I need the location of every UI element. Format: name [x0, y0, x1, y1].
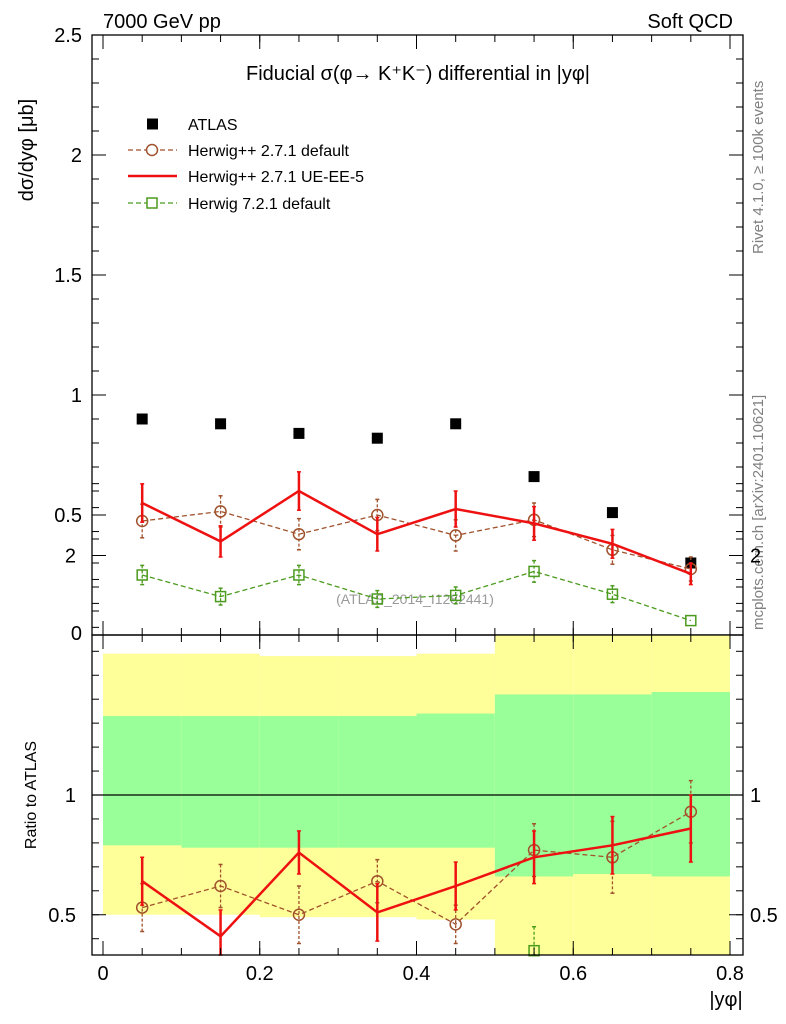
main-atlas-point [215, 418, 227, 430]
ratio-plot-bands [92, 635, 743, 955]
main-herwig-7-2-1-default-marker [214, 590, 227, 603]
ratio-herwig-7-2-1-default-marker [528, 944, 540, 957]
main-plot-axes: 0.5 1 1.5 2 2.5 0 [54, 25, 744, 645]
mcplots-label: mcplots.cern.ch [arXiv:2401.10621] [750, 395, 767, 630]
x-tick-label: 0.8 [716, 963, 744, 985]
ratio-band-green [181, 715, 260, 848]
main-atlas-point [293, 427, 305, 439]
main-herwig-2-7-1-default-marker [449, 529, 462, 542]
main-atlas-point [371, 432, 383, 444]
ratio-y-tick-label-right: 1 [750, 785, 761, 807]
ratio-band-green [338, 715, 417, 848]
ratio-herwig-2-7-1-default-marker [214, 879, 227, 893]
legend-herwig-2-7-1-ue-ee-5-label: Herwig++ 2.7.1 UE-EE-5 [188, 169, 364, 186]
ratio-band-green [259, 715, 339, 848]
main-plot-title: Fiducial σ(φ→ K⁺K⁻) differential in |yφ| [246, 63, 590, 85]
main-y-tick-label: 1 [71, 385, 82, 407]
x-tick-label: 0.2 [246, 963, 274, 985]
main-herwig-7-2-1-default-line [142, 570, 692, 622]
main-y-tick-label: 1.5 [54, 265, 82, 287]
ratio-herwig-2-7-1-default-line [142, 811, 692, 926]
ratio-plot-series [135, 779, 698, 957]
main-y-tick-label: 0.5 [54, 505, 82, 527]
main-herwig-2-7-1-ue-ee-5-line [141, 489, 692, 575]
main-plot-series [135, 413, 698, 627]
ratio-y-tick-label-left: 2 [65, 546, 76, 568]
legend-atlas-label: ATLAS [188, 117, 238, 134]
header-left: 7000 GeV pp [103, 11, 221, 33]
main-y-axis-label: dσ/dyφ [μb] [16, 99, 38, 201]
main-atlas-point [450, 418, 462, 430]
ratio-herwig-2-7-1-default-marker [449, 918, 462, 931]
main-herwig-7-2-1-default-marker [136, 569, 148, 581]
legend-herwig-7-2-1-default-label: Herwig 7.2.1 default [188, 196, 331, 213]
ratio-plot-axes: 0.5 0.5 1 1 2 2 0 0.2 0.4 0.6 0.8 [48, 483, 778, 985]
legend-herwig-2-7-1-default-label: Herwig++ 2.7.1 default [188, 143, 350, 160]
main-herwig-7-2-1-default-marker [371, 593, 384, 605]
x-tick-label: 0.6 [559, 963, 587, 985]
ratio-y-tick-label-right: 2 [750, 546, 761, 568]
main-herwig-7-2-1-default-marker [606, 588, 619, 600]
main-herwig-7-2-1-default-marker [449, 589, 462, 602]
header-right: Soft QCD [647, 11, 733, 33]
legend-herwig-2-7-1-default-marker [145, 143, 159, 157]
ratio-herwig-2-7-1-ue-ee-5-line [141, 827, 692, 938]
ratio-y-tick-label-left: 0.5 [48, 905, 76, 927]
main-herwig-7-2-1-default-marker [685, 614, 697, 627]
main-herwig-2-7-1-default-marker [292, 527, 306, 541]
main-y-tick-label: 2 [71, 145, 82, 167]
main-atlas-point [136, 413, 148, 425]
main-y-tick-label: 0 [71, 623, 82, 645]
ratio-y-tick-label-left: 1 [65, 785, 76, 807]
x-tick-label: 0.4 [403, 963, 431, 985]
x-tick-label: 0 [97, 963, 108, 985]
legend: ATLAS Herwig++ 2.7.1 default Herwig++ 2.7.… [128, 117, 364, 213]
main-herwig-7-2-1-default-marker [293, 569, 305, 581]
x-axis-label: |yφ| [709, 989, 742, 1011]
ratio-band-green [103, 715, 182, 846]
main-atlas-point [528, 471, 540, 483]
legend-atlas-marker [147, 118, 158, 130]
main-herwig-7-2-1-default-marker [528, 565, 540, 578]
legend-herwig-7-2-1-default-marker [146, 197, 158, 209]
main-herwig-2-7-1-default-marker [214, 505, 227, 518]
ratio-y-tick-label-right: 0.5 [750, 905, 778, 927]
main-herwig-2-7-1-default-line [142, 510, 691, 570]
main-y-tick-label: 2.5 [54, 25, 82, 47]
rivet-version-label: Rivet 4.1.0, ≥ 100k events [750, 81, 767, 254]
ratio-herwig-2-7-1-default-marker [292, 908, 306, 921]
main-atlas-point [606, 507, 618, 519]
ratio-y-axis-label: Ratio to ATLAS [23, 741, 40, 849]
ratio-band-green [416, 713, 495, 848]
